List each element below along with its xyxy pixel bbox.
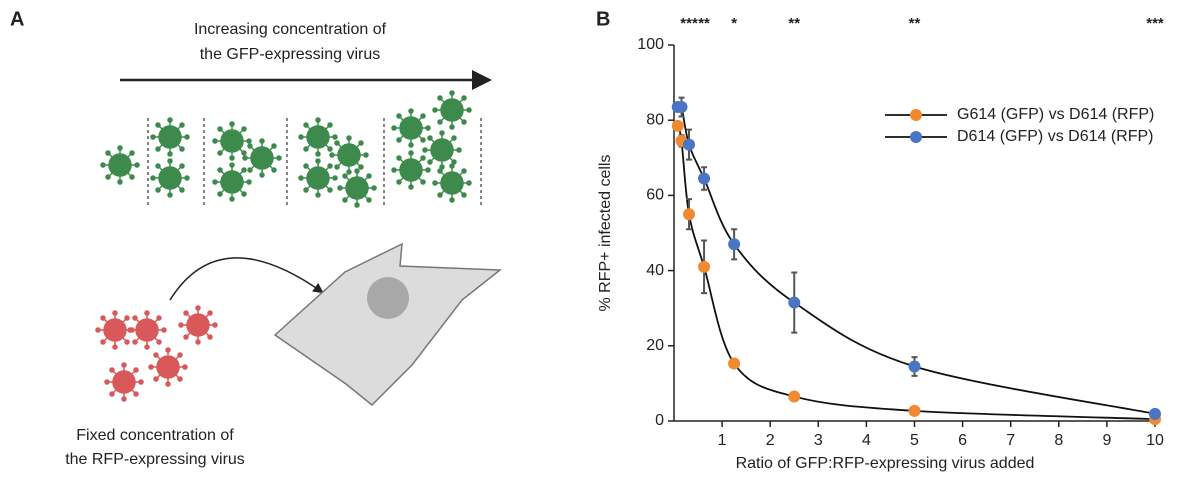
top-text: the GFP-expressing virus	[200, 46, 381, 63]
virus	[432, 163, 472, 203]
x-tick-label: 2	[766, 432, 775, 449]
significance: *	[731, 15, 737, 32]
significance: **	[909, 15, 921, 32]
virus	[329, 135, 369, 175]
virus	[148, 347, 188, 387]
data-point	[698, 172, 711, 185]
red-viruses	[95, 305, 218, 402]
y-tick-label: 60	[646, 187, 664, 204]
virus	[100, 145, 140, 185]
y-axis-label: % RFP+ infected cells	[597, 155, 614, 312]
legend-label: G614 (GFP) vs D614 (RFP)	[957, 106, 1154, 123]
y-tick-label: 40	[646, 262, 664, 279]
data-point	[683, 208, 696, 221]
data-point	[671, 119, 684, 132]
x-axis-label: Ratio of GFP:RFP-expressing virus added	[736, 455, 1035, 472]
bottom-text: Fixed concentration of	[76, 427, 234, 444]
y-tick-label: 80	[646, 111, 664, 128]
data-point	[683, 138, 696, 151]
top-text: Increasing concentration of	[194, 21, 387, 38]
virus	[212, 162, 252, 202]
infection-arrow	[169, 257, 324, 301]
significance: ***	[1146, 15, 1164, 32]
bottom-text: the RFP-expressing virus	[65, 451, 245, 468]
virus	[178, 305, 218, 345]
x-tick-label: 5	[910, 432, 919, 449]
virus	[127, 310, 167, 350]
data-point	[788, 296, 801, 309]
x-tick-label: 10	[1146, 432, 1164, 449]
panel-label: B	[596, 8, 610, 30]
significance: **	[698, 15, 710, 32]
virus	[337, 168, 377, 208]
data-point	[908, 360, 921, 373]
y-tick-label: 0	[655, 412, 664, 429]
legend-marker	[910, 131, 922, 143]
data-point	[908, 404, 921, 417]
cell	[273, 242, 503, 407]
green-viruses	[100, 90, 472, 208]
panel-label: A	[10, 8, 24, 30]
nucleus	[367, 277, 409, 319]
x-tick-label: 9	[1102, 432, 1111, 449]
virus	[432, 90, 472, 130]
virus	[391, 108, 431, 148]
data-point	[675, 101, 688, 114]
legend-label: D614 (GFP) vs D614 (RFP)	[957, 128, 1153, 145]
separators	[147, 118, 482, 208]
x-tick-label: 6	[958, 432, 967, 449]
data-point	[728, 238, 741, 251]
legend-marker	[910, 109, 922, 121]
virus	[212, 121, 252, 161]
y-tick-label: 20	[646, 337, 664, 354]
data-point	[788, 390, 801, 403]
data-point	[698, 260, 711, 273]
y-tick-label: 100	[637, 36, 664, 53]
virus	[104, 362, 144, 402]
x-tick-label: 7	[1006, 432, 1015, 449]
significance: **	[788, 15, 800, 32]
significance: ***	[680, 15, 698, 32]
x-tick-label: 1	[718, 432, 727, 449]
virus	[298, 158, 338, 198]
data-point	[728, 357, 741, 370]
arrow-head	[472, 70, 492, 90]
virus	[150, 158, 190, 198]
data-point	[1149, 407, 1161, 420]
virus	[391, 150, 431, 190]
virus	[150, 117, 190, 157]
x-tick-label: 3	[814, 432, 823, 449]
x-tick-label: 8	[1054, 432, 1063, 449]
x-tick-label: 4	[862, 432, 871, 449]
virus	[422, 130, 462, 170]
virus	[242, 138, 282, 178]
virus	[298, 117, 338, 157]
